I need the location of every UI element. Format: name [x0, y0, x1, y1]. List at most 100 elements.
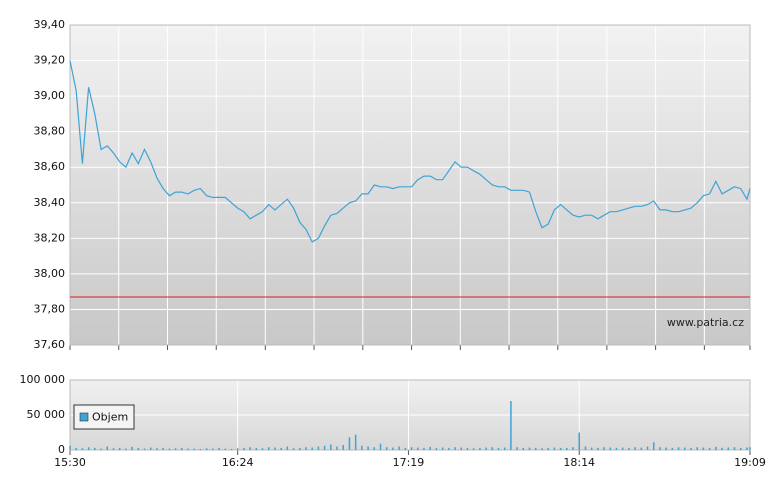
x-tick-label: 19:09	[734, 456, 766, 469]
volume-bar	[212, 448, 214, 450]
volume-bar	[566, 447, 568, 450]
volume-bar	[156, 448, 158, 450]
x-tick-label: 18:14	[563, 456, 595, 469]
volume-bar	[373, 447, 376, 450]
volume-bar	[659, 447, 661, 450]
volume-bar	[634, 447, 636, 450]
y-tick-label: 37,60	[34, 338, 66, 351]
y-tick-label: 38,80	[34, 125, 66, 138]
volume-bar	[479, 447, 481, 450]
volume-bar	[541, 448, 543, 450]
volume-bar	[112, 448, 115, 450]
volume-bar	[578, 432, 580, 450]
volume-bar	[671, 447, 674, 450]
x-tick-label: 16:24	[222, 456, 254, 469]
volume-bar	[535, 447, 537, 450]
volume-bar	[131, 446, 133, 450]
volume-bar	[305, 447, 307, 450]
volume-bar	[249, 447, 251, 450]
volume-bar	[404, 447, 407, 450]
volume-bar	[243, 447, 245, 450]
volume-bar	[100, 448, 102, 450]
volume-bar	[224, 448, 227, 450]
plot-frame	[69, 24, 751, 346]
legend-swatch	[79, 412, 89, 422]
volume-bar	[584, 446, 587, 450]
x-tick-label: 15:30	[54, 456, 86, 469]
volume-bar	[441, 447, 444, 450]
volume-bar	[193, 448, 195, 450]
volume-bar	[665, 447, 667, 450]
volume-bar	[603, 447, 605, 450]
volume-bar	[497, 447, 500, 450]
volume-bar	[379, 443, 382, 450]
volume-bar	[137, 447, 140, 450]
volume-bar	[199, 448, 202, 450]
volume-bar	[143, 448, 146, 450]
volume-bar	[218, 447, 220, 450]
y-tick-label: 50 000	[27, 408, 66, 421]
volume-bar	[187, 448, 189, 450]
volume-bar	[168, 448, 171, 450]
volume-bar	[547, 447, 549, 450]
volume-bar	[417, 447, 419, 450]
volume-bar	[516, 447, 518, 450]
volume-bar	[739, 447, 742, 450]
volume-bar	[255, 447, 258, 450]
volume-bar	[652, 442, 655, 450]
volume-bar	[230, 448, 233, 450]
volume-bar	[615, 447, 618, 450]
y-tick-label: 37,80	[34, 302, 66, 315]
y-tick-label: 0	[58, 443, 65, 456]
volume-bar	[721, 447, 723, 450]
watermark: www.patria.cz	[667, 316, 744, 329]
volume-bar	[690, 447, 692, 450]
volume-bar	[330, 444, 332, 450]
legend-label: Objem	[92, 411, 128, 424]
y-tick-label: 39,20	[34, 54, 66, 67]
volume-bar	[621, 447, 624, 450]
volume-bar	[292, 448, 295, 450]
volume-bar	[174, 448, 177, 450]
volume-bar	[410, 447, 413, 450]
volume-bar	[361, 445, 363, 450]
volume-bar	[311, 447, 313, 450]
volume-bar	[162, 447, 164, 450]
volume-bar	[746, 447, 748, 450]
volume-bar	[398, 446, 400, 450]
volume-bar	[749, 447, 751, 450]
volume-bar	[708, 447, 711, 450]
volume-bar	[336, 446, 338, 450]
volume-bar	[677, 447, 680, 450]
volume-bar	[559, 447, 562, 450]
volume-bar	[280, 447, 282, 450]
volume-bar	[460, 447, 462, 450]
volume-bar	[75, 447, 77, 450]
volume-bar	[522, 447, 525, 450]
volume-bar	[87, 447, 90, 450]
volume-bar	[423, 447, 425, 450]
volume-bar	[299, 447, 301, 450]
y-tick-label: 39,40	[34, 18, 66, 31]
volume-bar	[454, 447, 456, 450]
volume-bar	[491, 447, 494, 450]
volume-bar	[628, 447, 630, 450]
volume-bar	[485, 447, 487, 450]
volume-bar	[646, 446, 649, 450]
volume-bar	[466, 447, 469, 450]
volume-bar	[149, 447, 152, 450]
volume-bar	[342, 445, 344, 450]
y-tick-label: 100 000	[20, 373, 66, 386]
volume-bar	[181, 447, 183, 450]
volume-bar	[236, 448, 239, 450]
volume-bar	[69, 445, 71, 450]
volume-bar	[684, 447, 686, 450]
volume-bar	[385, 447, 388, 450]
y-tick-label: 38,20	[34, 231, 66, 244]
volume-bar	[715, 446, 717, 450]
volume-bar	[727, 447, 730, 450]
volume-bar	[286, 446, 289, 450]
volume-bar	[503, 447, 506, 450]
volume-bar	[472, 448, 475, 450]
